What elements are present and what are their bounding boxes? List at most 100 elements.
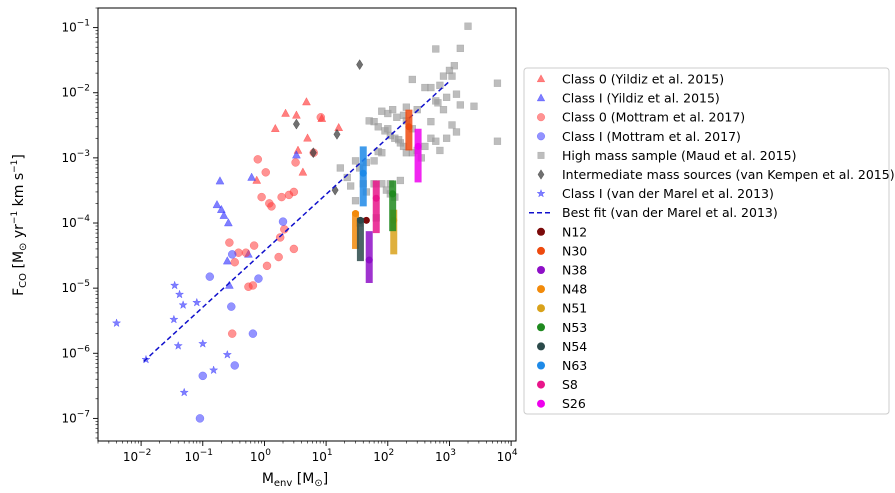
y-tick-label: 10−5 xyxy=(61,279,90,295)
range-dot xyxy=(362,216,370,224)
data-point xyxy=(393,113,401,121)
data-point xyxy=(493,137,502,145)
data-point xyxy=(192,297,202,307)
data-point xyxy=(450,62,458,70)
data-point xyxy=(227,329,237,338)
y-tick-label: 10−2 xyxy=(61,84,90,100)
legend-marker xyxy=(537,246,545,255)
legend-item: N53 xyxy=(537,320,587,335)
data-point xyxy=(421,83,429,92)
data-point xyxy=(351,197,360,205)
legend-marker xyxy=(537,399,545,408)
data-point xyxy=(248,329,258,338)
data-point xyxy=(247,172,257,181)
source-n63 xyxy=(359,146,367,207)
legend-marker xyxy=(536,188,546,198)
legend-box xyxy=(523,67,890,415)
data-point xyxy=(267,202,276,211)
data-point xyxy=(281,108,290,117)
legend-marker xyxy=(537,169,545,180)
legend-label: N51 xyxy=(562,301,587,316)
legend-item: Class I (Yildiz et al. 2015) xyxy=(536,91,720,106)
legend-label: Intermediate mass sources (van Kempen et… xyxy=(562,167,895,182)
legend-marker xyxy=(536,93,546,102)
data-point xyxy=(289,187,299,197)
y-tick-label: 10−3 xyxy=(61,149,90,165)
data-point xyxy=(452,128,461,136)
data-point xyxy=(456,44,464,53)
data-point xyxy=(351,157,360,165)
data-point xyxy=(278,217,288,226)
legend-item: High mass sample (Maud et al. 2015) xyxy=(537,148,796,163)
data-point xyxy=(432,45,440,53)
source-n12 xyxy=(362,216,370,224)
series-intermediate-mass-sources-van-kempen-et-al-2015 xyxy=(292,59,364,196)
data-point xyxy=(179,387,189,397)
legend-marker xyxy=(537,361,545,370)
legend-item: N51 xyxy=(537,301,587,316)
x-tick-label: 104 xyxy=(497,448,518,464)
data-point xyxy=(205,272,215,281)
data-point xyxy=(302,97,311,106)
data-point xyxy=(378,107,386,115)
data-point xyxy=(174,289,185,299)
data-point xyxy=(452,90,461,98)
data-point xyxy=(216,204,226,213)
legend-label: Best fit (van der Marel et al. 2013) xyxy=(562,205,778,220)
data-point xyxy=(277,192,286,202)
series-class-0-mottram-et-al-2017 xyxy=(225,113,326,338)
range-dot xyxy=(405,123,413,131)
data-point xyxy=(225,238,234,247)
data-point xyxy=(316,113,326,122)
source-n53 xyxy=(389,180,397,232)
data-point xyxy=(227,250,237,259)
data-point xyxy=(442,93,451,101)
range-bar xyxy=(372,180,380,234)
data-point xyxy=(396,176,405,185)
legend-marker xyxy=(537,151,545,159)
x-tick-label: 100 xyxy=(250,448,271,464)
best-fit-line xyxy=(143,80,450,362)
data-point xyxy=(436,81,444,89)
data-point xyxy=(169,280,180,290)
y-tick-label: 10−6 xyxy=(61,344,90,360)
data-point xyxy=(291,110,301,119)
data-point xyxy=(222,349,233,359)
data-point xyxy=(389,106,397,114)
legend-marker xyxy=(537,227,545,236)
data-point xyxy=(230,361,239,370)
legend-label: S26 xyxy=(562,396,586,411)
source-n38 xyxy=(365,231,373,283)
range-dot xyxy=(365,256,373,264)
range-bar xyxy=(390,209,398,255)
legend-label: N48 xyxy=(562,282,587,297)
data-point xyxy=(427,117,435,126)
data-point xyxy=(402,103,410,111)
legend-item: N63 xyxy=(537,358,587,373)
data-point xyxy=(442,134,451,142)
data-point xyxy=(439,72,448,80)
range-dot xyxy=(372,194,380,202)
data-point xyxy=(262,261,272,271)
legend: Class 0 (Yildiz et al. 2015) Class I (Yil… xyxy=(523,67,895,415)
data-point xyxy=(374,123,382,131)
legend-item: Intermediate mass sources (van Kempen et… xyxy=(537,167,895,182)
data-point xyxy=(448,121,456,129)
plot-area xyxy=(111,22,502,423)
range-dot xyxy=(359,169,367,177)
legend-label: N54 xyxy=(562,339,587,354)
data-point xyxy=(365,117,373,125)
data-point xyxy=(254,274,263,283)
data-point xyxy=(219,210,229,219)
data-point xyxy=(291,150,301,159)
plot-frame xyxy=(97,7,517,442)
legend-label: Class I (van der Marel et al. 2013) xyxy=(562,186,774,201)
legend-label: N38 xyxy=(562,263,587,278)
y-tick-label: 10−4 xyxy=(61,214,90,230)
data-point xyxy=(298,167,308,176)
x-tick-label: 103 xyxy=(435,448,456,464)
legend-item: S8 xyxy=(537,377,578,392)
data-point xyxy=(223,218,233,227)
data-point xyxy=(493,79,502,87)
legend-marker xyxy=(537,323,545,332)
